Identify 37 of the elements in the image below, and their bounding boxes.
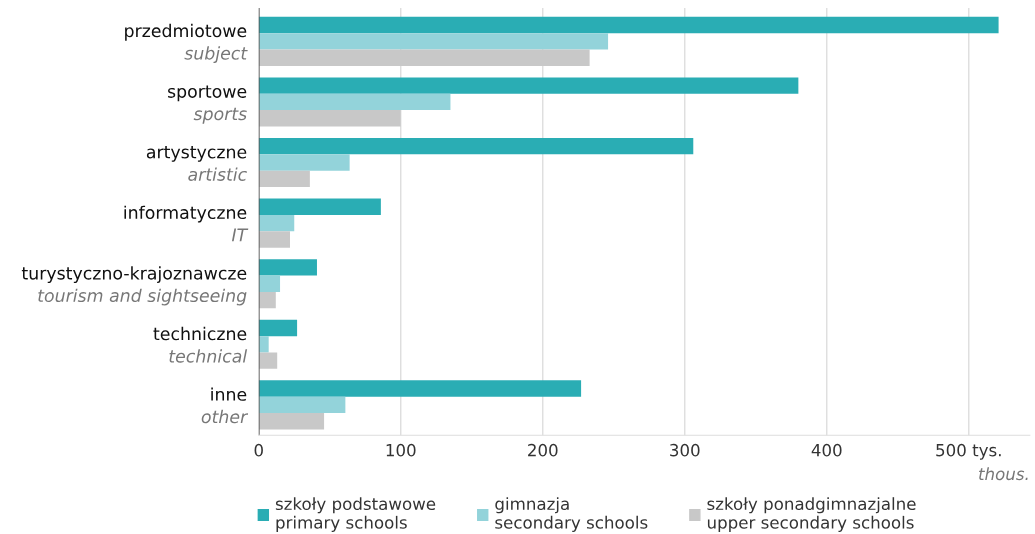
legend-label: szkoły ponadgimnazjalne upper secondary schools — [707, 497, 916, 532]
bar — [258, 380, 582, 397]
bar — [258, 319, 298, 337]
x-tick-label: 200 — [528, 443, 558, 457]
bar — [258, 110, 401, 127]
bar — [258, 413, 325, 430]
bar — [258, 16, 999, 34]
x-tick-label: 500 tys. — [936, 443, 1001, 460]
y-tick-label: inne other — [201, 387, 249, 424]
x-tick-label: 0 — [254, 443, 263, 457]
bar — [258, 396, 346, 414]
bar — [258, 170, 310, 188]
x-tick-label: 400 — [811, 443, 842, 457]
x-tick-label: 100 — [386, 443, 416, 457]
bar — [258, 198, 381, 215]
bar — [258, 231, 290, 248]
x-tick-label: 300 — [670, 443, 700, 457]
bar — [258, 291, 276, 309]
bar — [258, 93, 451, 111]
bar — [258, 214, 295, 232]
bar — [258, 154, 350, 171]
legend-label: szkoły podstawowe primary schools — [275, 497, 436, 532]
y-tick-label: sportowe sports — [167, 85, 247, 124]
x-axis-title: thous. — [979, 467, 1028, 481]
y-tick-label: turystyczno-krajoznawcze tourism and sightseeing — [21, 266, 247, 306]
y-tick-label: techniczne technical — [153, 326, 248, 363]
bar — [258, 259, 317, 276]
y-tick-label: informatyczne IT — [124, 205, 249, 242]
bar — [258, 352, 278, 369]
bar — [258, 137, 694, 155]
legend-label: gimnazja secondary schools — [495, 497, 648, 532]
bar — [258, 275, 281, 292]
bar — [258, 33, 609, 50]
bar — [258, 49, 590, 66]
bar — [258, 77, 799, 94]
y-tick-label: artystyczne artistic — [146, 146, 247, 181]
y-tick-label: przedmiotowe subject — [125, 23, 248, 64]
